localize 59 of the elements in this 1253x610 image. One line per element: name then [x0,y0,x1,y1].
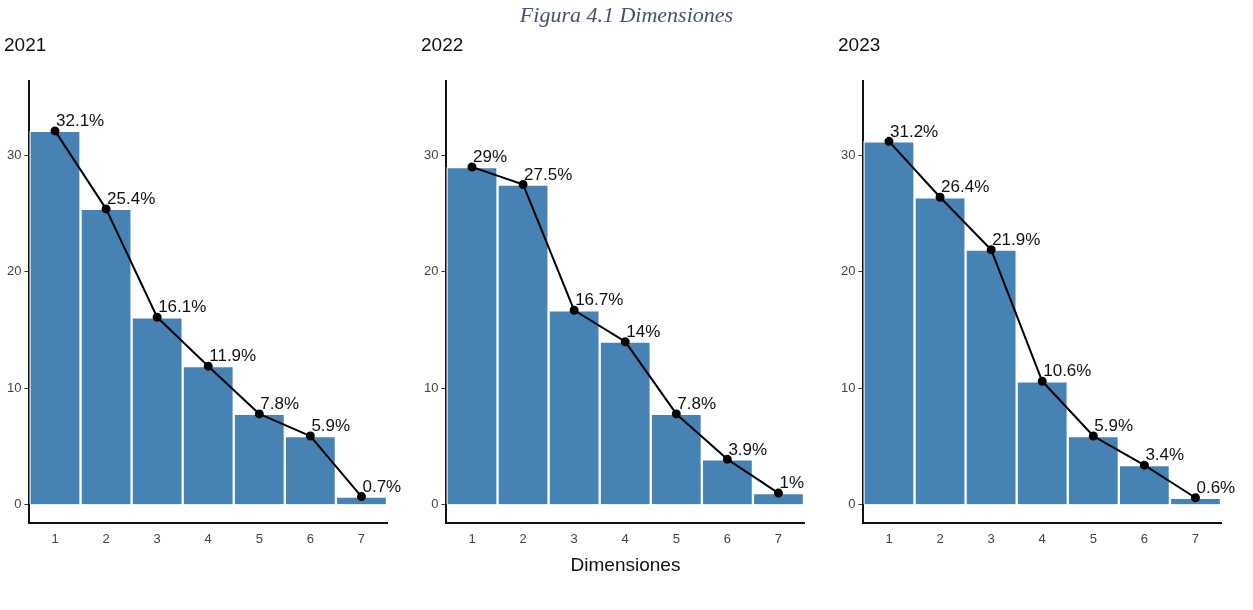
y-tick-label: 0 [14,496,22,512]
data-label: 32.1% [56,111,105,131]
x-tick-label: 4 [1038,530,1046,546]
y-tick-label: 10 [6,379,22,395]
x-tick-label: 5 [672,530,680,546]
x-axis-title: Dimensiones [569,553,682,577]
y-tick-label: 20 [840,263,856,279]
data-label: 14% [626,321,661,341]
x-tick-label: 2 [102,530,110,546]
x-tick-label: 3 [570,530,578,546]
x-tick-label: 2 [936,530,944,546]
x-tick-label: 7 [357,530,366,546]
y-tick-label: 10 [423,379,439,395]
x-tick-label: 1 [468,530,476,546]
x-tick-label: 7 [1191,530,1200,546]
data-label: 3.9% [728,439,768,459]
x-tick-label: 5 [255,530,263,546]
data-label: 21.9% [992,229,1041,249]
y-tick-label: 30 [6,146,22,162]
chart-title: 2022 [421,33,464,55]
x-tick-label: 6 [306,530,314,546]
chart-title: 2021 [4,33,47,55]
x-tick-label: 5 [1089,530,1097,546]
data-label: 16.1% [158,297,207,317]
data-label: 11.9% [209,346,257,366]
x-tick-label: 6 [1140,530,1148,546]
y-tick-label: 10 [840,379,856,395]
y-tick-label: 0 [431,496,439,512]
data-label: 26.4% [941,177,990,197]
data-label: 16.7% [575,290,624,310]
y-tick-label: 30 [840,146,856,162]
x-tick-label: 7 [774,530,783,546]
x-tick-label: 3 [987,530,995,546]
y-tick-label: 20 [423,263,439,279]
data-label: 25.4% [107,189,156,209]
x-tick-label: 4 [621,530,629,546]
data-label: 5.9% [311,416,351,436]
x-tick-label: 4 [204,530,212,546]
chart-title: 2023 [838,33,881,55]
y-tick-label: 30 [423,146,439,162]
data-label: 7.8% [677,394,717,414]
data-label: 10.6% [1043,361,1092,381]
y-tick-label: 0 [848,496,856,512]
data-label: 27.5% [524,164,573,184]
y-tick-label: 20 [6,263,22,279]
x-tick-label: 1 [885,530,893,546]
data-label: 3.4% [1145,445,1185,465]
data-label: 5.9% [1094,416,1134,436]
data-label: 1% [779,473,805,493]
x-tick-label: 2 [519,530,527,546]
data-label: 31.2% [890,121,939,141]
data-label: 29% [473,147,508,167]
data-label: 0.6% [1196,477,1236,497]
x-tick-label: 3 [153,530,161,546]
data-label: 7.8% [260,394,300,414]
x-tick-label: 6 [723,530,731,546]
x-tick-label: 1 [51,530,59,546]
data-label: 0.7% [362,476,402,496]
text: Figura 4.1 Dimensiones [518,1,735,29]
